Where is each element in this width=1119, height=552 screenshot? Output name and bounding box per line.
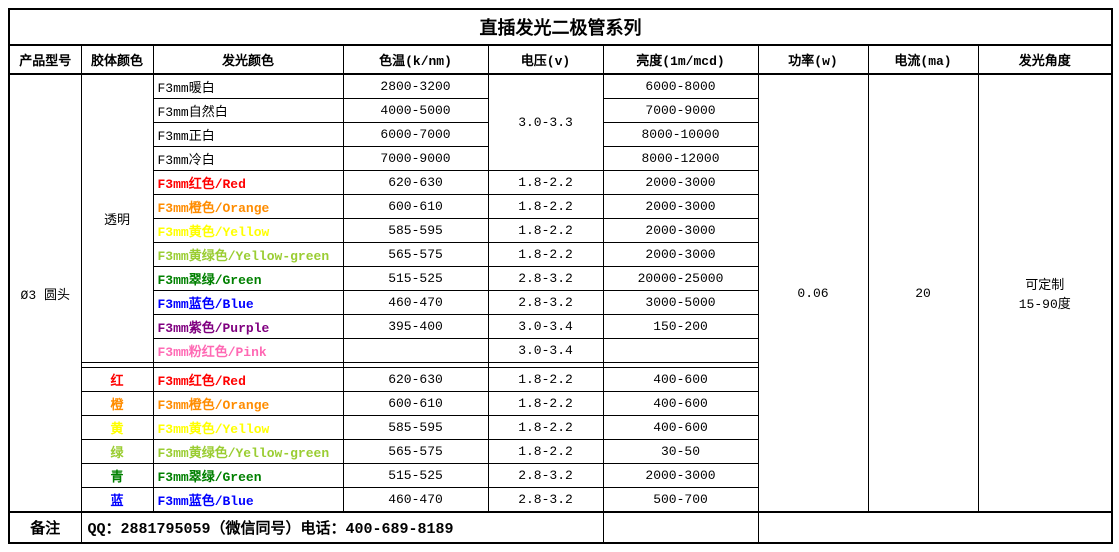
emit-color-cell: F3mm冷白 xyxy=(153,147,343,171)
colortemp-cell: 395-400 xyxy=(343,315,488,339)
emit-color-cell: F3mm红色/Red xyxy=(153,368,343,392)
col-header: 胶体颜色 xyxy=(81,45,153,74)
lens-cell: 橙 xyxy=(81,392,153,416)
brightness-cell: 20000-25000 xyxy=(603,267,758,291)
voltage-cell: 3.0-3.4 xyxy=(488,315,603,339)
model-cell: Ø3 圆头 xyxy=(9,74,81,512)
voltage-cell: 2.8-3.2 xyxy=(488,488,603,513)
col-header: 发光角度 xyxy=(978,45,1112,74)
colortemp-cell: 565-575 xyxy=(343,440,488,464)
voltage-cell: 2.8-3.2 xyxy=(488,464,603,488)
voltage-cell: 2.8-3.2 xyxy=(488,291,603,315)
col-header: 色温(k/nm) xyxy=(343,45,488,74)
col-header: 产品型号 xyxy=(9,45,81,74)
brightness-cell: 2000-3000 xyxy=(603,464,758,488)
emit-color-cell: F3mm蓝色/Blue xyxy=(153,291,343,315)
table-title: 直插发光二极管系列 xyxy=(9,9,1112,45)
col-header: 亮度(1m/mcd) xyxy=(603,45,758,74)
colortemp-cell: 620-630 xyxy=(343,368,488,392)
voltage-cell: 1.8-2.2 xyxy=(488,392,603,416)
emit-color-cell: F3mm翠绿/Green xyxy=(153,464,343,488)
voltage-cell: 2.8-3.2 xyxy=(488,267,603,291)
colortemp-cell: 2800-3200 xyxy=(343,74,488,99)
lens-cell: 红 xyxy=(81,368,153,392)
lens-cell: 透明 xyxy=(81,74,153,363)
colortemp-cell: 460-470 xyxy=(343,488,488,513)
brightness-cell: 400-600 xyxy=(603,416,758,440)
brightness-cell: 7000-9000 xyxy=(603,99,758,123)
col-header: 电压(v) xyxy=(488,45,603,74)
emit-color-cell: F3mm暖白 xyxy=(153,74,343,99)
voltage-cell: 1.8-2.2 xyxy=(488,416,603,440)
voltage-cell: 1.8-2.2 xyxy=(488,243,603,267)
voltage-cell: 3.0-3.4 xyxy=(488,339,603,363)
lens-cell: 黄 xyxy=(81,416,153,440)
colortemp-cell: 620-630 xyxy=(343,171,488,195)
emit-color-cell: F3mm黄绿色/Yellow-green xyxy=(153,243,343,267)
remark-blank xyxy=(603,512,758,543)
emit-color-cell: F3mm黄色/Yellow xyxy=(153,416,343,440)
emit-color-cell: F3mm翠绿/Green xyxy=(153,267,343,291)
brightness-cell: 6000-8000 xyxy=(603,74,758,99)
lens-cell: 绿 xyxy=(81,440,153,464)
colortemp-cell: 6000-7000 xyxy=(343,123,488,147)
voltage-cell: 1.8-2.2 xyxy=(488,440,603,464)
voltage-cell: 1.8-2.2 xyxy=(488,368,603,392)
current-cell: 20 xyxy=(868,74,978,512)
colortemp-cell: 585-595 xyxy=(343,219,488,243)
col-header: 电流(ma) xyxy=(868,45,978,74)
colortemp-cell xyxy=(343,339,488,363)
emit-color-cell: F3mm正白 xyxy=(153,123,343,147)
led-spec-table: 直插发光二极管系列产品型号胶体颜色发光颜色色温(k/nm)电压(v)亮度(1m/… xyxy=(8,8,1113,544)
emit-color-cell: F3mm红色/Red xyxy=(153,171,343,195)
emit-color-cell: F3mm橙色/Orange xyxy=(153,195,343,219)
voltage-cell: 1.8-2.2 xyxy=(488,219,603,243)
emit-color-cell: F3mm粉红色/Pink xyxy=(153,339,343,363)
remark-text: QQ：2881795059（微信同号）电话：400-689-8189 xyxy=(81,512,603,543)
brightness-cell: 2000-3000 xyxy=(603,219,758,243)
brightness-cell: 400-600 xyxy=(603,392,758,416)
remark-blank2 xyxy=(758,512,1112,543)
emit-color-cell: F3mm紫色/Purple xyxy=(153,315,343,339)
emit-color-cell: F3mm黄绿色/Yellow-green xyxy=(153,440,343,464)
emit-color-cell: F3mm黄色/Yellow xyxy=(153,219,343,243)
emit-color-cell: F3mm橙色/Orange xyxy=(153,392,343,416)
emit-color-cell: F3mm自然白 xyxy=(153,99,343,123)
col-header: 功率(w) xyxy=(758,45,868,74)
colortemp-cell: 515-525 xyxy=(343,267,488,291)
colortemp-cell: 585-595 xyxy=(343,416,488,440)
brightness-cell: 3000-5000 xyxy=(603,291,758,315)
brightness-cell: 2000-3000 xyxy=(603,195,758,219)
brightness-cell: 30-50 xyxy=(603,440,758,464)
brightness-cell xyxy=(603,339,758,363)
brightness-cell: 150-200 xyxy=(603,315,758,339)
colortemp-cell: 460-470 xyxy=(343,291,488,315)
lens-cell: 蓝 xyxy=(81,488,153,513)
brightness-cell: 2000-3000 xyxy=(603,243,758,267)
col-header: 发光颜色 xyxy=(153,45,343,74)
voltage-cell: 1.8-2.2 xyxy=(488,195,603,219)
brightness-cell: 400-600 xyxy=(603,368,758,392)
voltage-cell: 1.8-2.2 xyxy=(488,171,603,195)
lens-cell: 青 xyxy=(81,464,153,488)
colortemp-cell: 7000-9000 xyxy=(343,147,488,171)
brightness-cell: 8000-10000 xyxy=(603,123,758,147)
colortemp-cell: 600-610 xyxy=(343,392,488,416)
brightness-cell: 8000-12000 xyxy=(603,147,758,171)
colortemp-cell: 600-610 xyxy=(343,195,488,219)
remark-label: 备注 xyxy=(9,512,81,543)
colortemp-cell: 4000-5000 xyxy=(343,99,488,123)
power-cell: 0.06 xyxy=(758,74,868,512)
brightness-cell: 2000-3000 xyxy=(603,171,758,195)
colortemp-cell: 515-525 xyxy=(343,464,488,488)
brightness-cell: 500-700 xyxy=(603,488,758,513)
emit-color-cell: F3mm蓝色/Blue xyxy=(153,488,343,513)
angle-cell: 可定制15-90度 xyxy=(978,74,1112,512)
voltage-cell: 3.0-3.3 xyxy=(488,74,603,171)
colortemp-cell: 565-575 xyxy=(343,243,488,267)
